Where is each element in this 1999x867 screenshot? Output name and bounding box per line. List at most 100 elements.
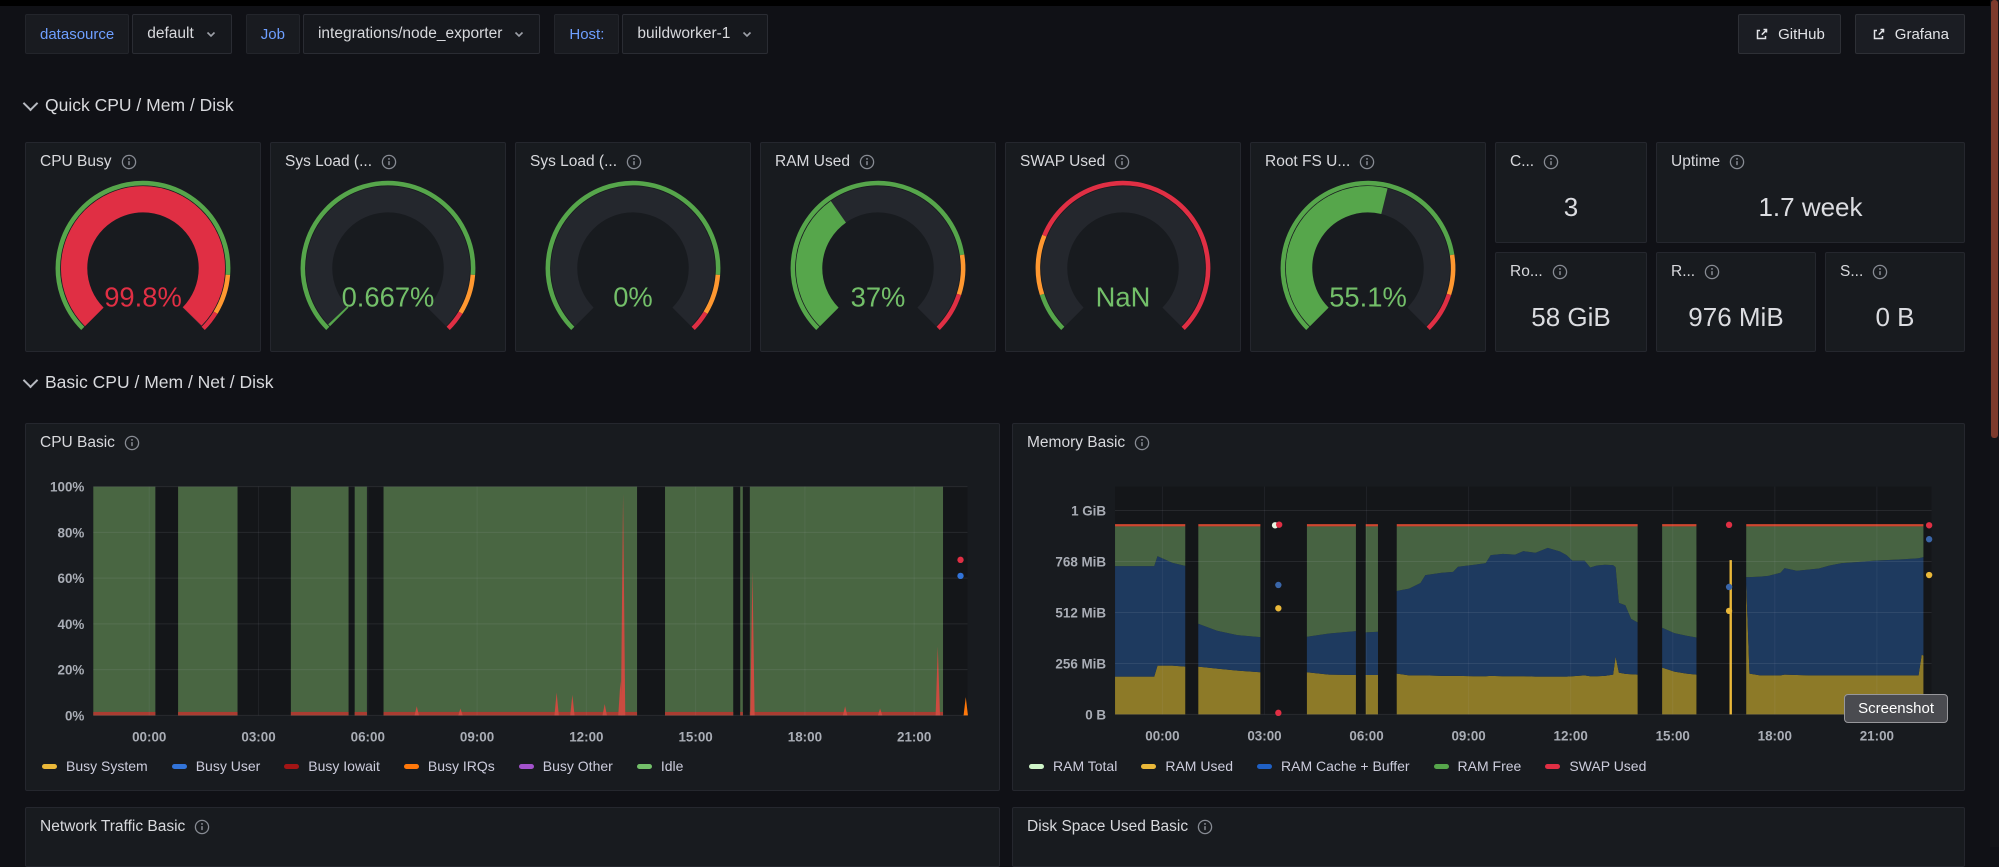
svg-text:09:00: 09:00 <box>1451 728 1485 743</box>
panel-title: Sys Load (... <box>285 153 372 171</box>
legend-color <box>1434 764 1449 769</box>
network-traffic-header: Network Traffic Basic <box>26 808 999 846</box>
svg-text:20%: 20% <box>57 663 84 678</box>
legend-color <box>1141 764 1156 769</box>
gauge-value: 99.8% <box>104 282 182 313</box>
panel-title: RAM Used <box>775 153 850 171</box>
data-point <box>1275 710 1281 716</box>
cpu-legend-busy-iowait[interactable]: Busy Iowait <box>284 758 380 774</box>
legend-color <box>1257 764 1272 769</box>
svg-text:00:00: 00:00 <box>1145 728 1179 743</box>
legend-label: RAM Free <box>1458 758 1522 774</box>
cpu-legend-busy-system[interactable]: Busy System <box>42 758 148 774</box>
info-icon[interactable] <box>626 154 642 170</box>
panel-title: SWAP Used <box>1020 153 1105 171</box>
data-point <box>1726 608 1732 614</box>
legend-color <box>42 764 57 769</box>
svg-text:06:00: 06:00 <box>351 729 385 744</box>
info-icon[interactable] <box>1197 819 1213 835</box>
legend-color <box>637 764 652 769</box>
legend-label: Busy System <box>66 758 148 774</box>
gauge-value: 0% <box>613 282 653 313</box>
panel-title: C... <box>1510 153 1534 171</box>
scrollbar-thumb[interactable] <box>1991 0 1998 438</box>
panel-memory-basic: 0 B256 MiB512 MiB768 MiB1 GiB00:0003:000… <box>1012 423 1965 791</box>
datasource-value: default <box>147 25 194 43</box>
info-icon[interactable] <box>1114 154 1130 170</box>
job-label[interactable]: Job <box>246 14 300 54</box>
cpu-legend-busy-other[interactable]: Busy Other <box>519 758 613 774</box>
panel-title: S... <box>1840 263 1863 281</box>
job-value: integrations/node_exporter <box>318 25 502 43</box>
datasource-label[interactable]: datasource <box>25 14 129 54</box>
cpu-basic-plot[interactable]: 0%20%40%60%80%100%00:0003:0006:0009:0012… <box>26 424 999 790</box>
data-point <box>1275 582 1281 588</box>
legend-label: Busy IRQs <box>428 758 495 774</box>
info-icon[interactable] <box>1729 154 1745 170</box>
svg-text:21:00: 21:00 <box>1860 728 1894 743</box>
mem-legend-ram-total[interactable]: RAM Total <box>1029 758 1117 774</box>
legend-color <box>519 764 534 769</box>
mem-legend-swap-used[interactable]: SWAP Used <box>1545 758 1646 774</box>
data-point <box>1276 521 1282 527</box>
external-link-icon <box>1754 27 1769 42</box>
stat-panel-swap-total: S... 0 B <box>1825 252 1965 353</box>
svg-text:03:00: 03:00 <box>241 729 275 744</box>
svg-text:21:00: 21:00 <box>897 729 931 744</box>
cpu-legend-busy-irqs[interactable]: Busy IRQs <box>404 758 495 774</box>
gauge-value: 55.1% <box>1329 282 1407 313</box>
datasource-select[interactable]: default <box>132 14 232 54</box>
stat-value: 0 B <box>1826 302 1964 333</box>
info-icon[interactable] <box>859 154 875 170</box>
svg-text:60%: 60% <box>57 571 84 586</box>
svg-text:15:00: 15:00 <box>678 729 712 744</box>
svg-text:0 B: 0 B <box>1085 707 1106 722</box>
legend-color <box>172 764 187 769</box>
mem-legend-ram-cache-buffer[interactable]: RAM Cache + Buffer <box>1257 758 1410 774</box>
gauge-value: 0.667% <box>342 282 435 313</box>
stat-panel-uptime: Uptime1.7 week <box>1656 142 1965 243</box>
data-point <box>1726 584 1732 590</box>
gauge-value: NaN <box>1096 282 1151 313</box>
cpu-legend-idle[interactable]: Idle <box>637 758 684 774</box>
mem-legend-ram-used[interactable]: RAM Used <box>1141 758 1233 774</box>
gauge-sys-load-15m: 0% <box>531 179 735 331</box>
host-value: buildworker-1 <box>637 25 730 43</box>
svg-text:1 GiB: 1 GiB <box>1071 504 1106 519</box>
legend-label: Busy Iowait <box>308 758 380 774</box>
legend-label: RAM Total <box>1053 758 1117 774</box>
mem-legend-ram-free[interactable]: RAM Free <box>1434 758 1522 774</box>
grafana-link-button[interactable]: Grafana <box>1855 14 1965 54</box>
svg-text:256 MiB: 256 MiB <box>1055 656 1106 671</box>
panel-cpu-basic: 0%20%40%60%80%100%00:0003:0006:0009:0012… <box>25 423 1000 791</box>
page-scrollbar[interactable] <box>1990 0 1999 847</box>
gauge-root-fs-used: 55.1% <box>1266 179 1470 331</box>
cpu-legend-busy-user[interactable]: Busy User <box>172 758 261 774</box>
job-select[interactable]: integrations/node_exporter <box>303 14 540 54</box>
info-icon[interactable] <box>1134 435 1150 451</box>
info-icon[interactable] <box>1543 154 1559 170</box>
gauge-cpu-busy: 99.8% <box>41 179 245 331</box>
svg-text:18:00: 18:00 <box>1758 728 1792 743</box>
memory-basic-plot[interactable]: 0 B256 MiB512 MiB768 MiB1 GiB00:0003:000… <box>1013 424 1964 790</box>
info-icon[interactable] <box>1872 264 1888 280</box>
info-icon[interactable] <box>1704 264 1720 280</box>
stat-panel-cpu-cores: C...3 <box>1495 142 1647 243</box>
svg-text:00:00: 00:00 <box>132 729 166 744</box>
info-icon[interactable] <box>121 154 137 170</box>
info-icon[interactable] <box>1552 264 1568 280</box>
info-icon[interactable] <box>1359 154 1375 170</box>
info-icon[interactable] <box>194 819 210 835</box>
gauge-panel-root-fs-used: Root FS U...55.1% <box>1250 142 1486 352</box>
github-link-button[interactable]: GitHub <box>1738 14 1841 54</box>
host-select[interactable]: buildworker-1 <box>622 14 768 54</box>
info-icon[interactable] <box>381 154 397 170</box>
section-basic-cpu-mem-net-disk[interactable]: Basic CPU / Mem / Net / Disk <box>25 372 274 393</box>
gauge-header: SWAP Used <box>1006 143 1240 181</box>
stat-panel-ram-total: R...976 MiB <box>1656 252 1816 353</box>
gauge-value: 37% <box>851 282 906 313</box>
section-quick-cpu-mem-disk[interactable]: Quick CPU / Mem / Disk <box>25 95 234 116</box>
info-icon[interactable] <box>124 435 140 451</box>
host-label[interactable]: Host: <box>554 14 619 54</box>
variable-job: Job integrations/node_exporter <box>246 14 541 54</box>
